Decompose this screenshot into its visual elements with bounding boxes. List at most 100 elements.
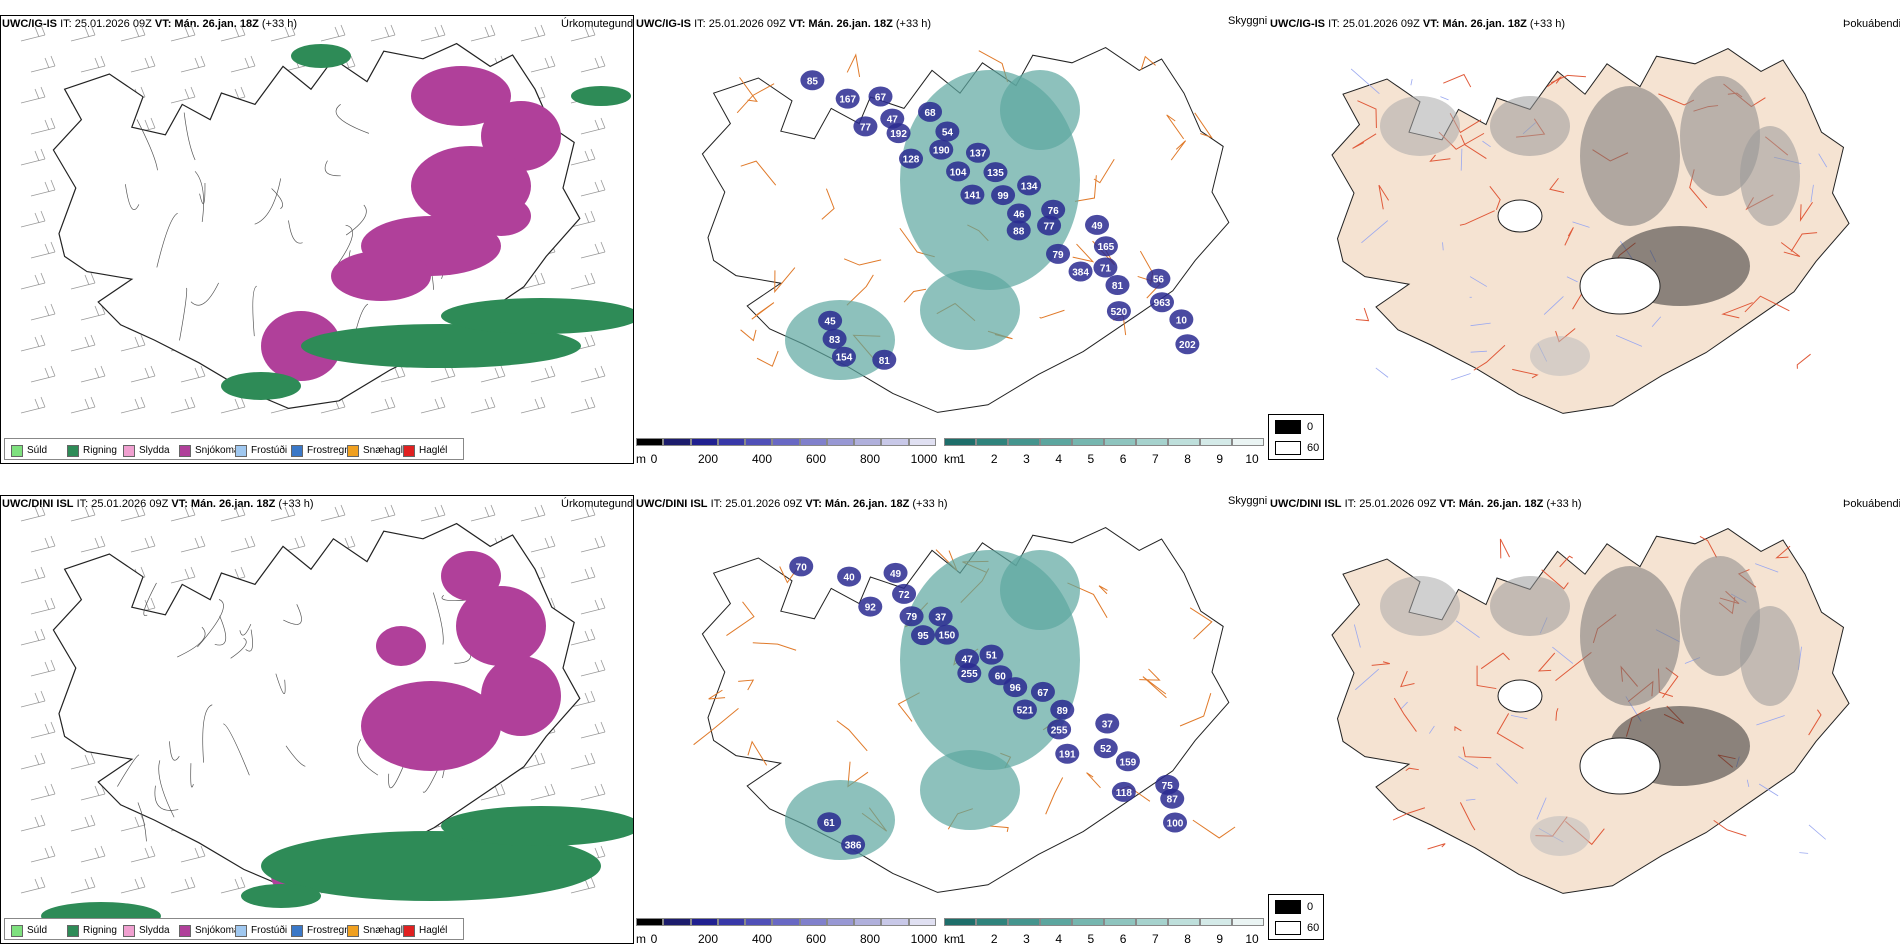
ceiling-peak: 45 (818, 310, 843, 331)
fog-legend-swatch (1275, 441, 1301, 455)
colorbar-tick: 7 (1151, 452, 1159, 466)
colorbar-tick: 5 (1087, 932, 1095, 946)
road (1462, 746, 1492, 759)
wind-barb (120, 814, 146, 832)
ceiling-peak: 135 (983, 162, 1008, 183)
road (1808, 709, 1822, 736)
river (1375, 367, 1389, 378)
colorbar-tick: 2 (990, 452, 998, 466)
ceiling-peak: 154 (831, 346, 856, 367)
road (1371, 661, 1390, 666)
ceiling-peak: 83 (822, 328, 847, 349)
road (1072, 243, 1095, 263)
wind-barb (420, 396, 446, 414)
legend-swatch (123, 925, 135, 937)
ceiling-peak: 89 (1050, 699, 1075, 720)
terrain-line (285, 745, 306, 767)
terrain-line (271, 188, 283, 210)
road (1699, 535, 1717, 558)
fog-index-area (1740, 126, 1800, 226)
wind-barb (220, 876, 246, 894)
colorbar-swatch (717, 918, 746, 926)
colorbar-swatch (1168, 438, 1200, 446)
ceiling-colorbar-1: m 0 200 400 600 800 1000 (636, 438, 937, 468)
road (1045, 777, 1064, 815)
ceiling-peak: 128 (899, 148, 924, 169)
colorbar-tick: 6 (1119, 932, 1127, 946)
ceiling-value: 165 (1098, 242, 1115, 253)
fog-map-svg (1331, 48, 1850, 414)
colorbar-tick: 3 (1023, 452, 1030, 466)
colorbar-swatch (636, 918, 664, 926)
ceiling-peak: 37 (928, 606, 953, 627)
ceiling-peak: 520 (1106, 301, 1131, 322)
wind-barb (20, 876, 46, 894)
ceiling-value: 10 (1176, 315, 1188, 326)
ceiling-value: 85 (807, 76, 819, 87)
river (1400, 701, 1408, 710)
colorbar-swatch (1200, 918, 1232, 926)
ceiling-value: 67 (1037, 688, 1049, 699)
ceiling-value: 134 (1021, 181, 1038, 192)
road (1713, 819, 1747, 837)
wind-barb (520, 24, 546, 42)
terrain-line (432, 592, 444, 645)
river (1552, 646, 1574, 664)
terrain-line (199, 182, 206, 205)
road (751, 302, 775, 320)
colorbar-tick: 200 (697, 452, 719, 466)
colorbar-swatch (908, 438, 936, 446)
wind-barb (180, 55, 206, 73)
terrain-line (156, 212, 178, 268)
ceiling-peak: 134 (1017, 175, 1042, 196)
ceiling-peak: 46 (1007, 203, 1032, 224)
colorbar-swatch (976, 918, 1008, 926)
wind-barb (420, 24, 446, 42)
snow-area (331, 251, 431, 301)
ceiling-header-1: UWC/IG-IS IT: 25.01.2026 09Z VT: Mán. 26… (636, 18, 932, 30)
wind-barb (580, 365, 606, 383)
colorbar-tick: 1 (958, 932, 966, 946)
wind-barb (370, 504, 396, 522)
wind-barb (30, 783, 56, 801)
ceiling-peak: 95 (911, 625, 936, 646)
road (846, 53, 861, 78)
terrain-line (335, 104, 370, 134)
legend-label: Frostúði (251, 445, 288, 456)
terrain-line (190, 763, 194, 788)
colorbar-tick: 0 (650, 452, 658, 466)
wind-barb (370, 24, 396, 42)
wind-barb (480, 783, 506, 801)
ceiling-peak: 165 (1093, 236, 1118, 257)
road (740, 329, 757, 342)
road (1400, 670, 1415, 688)
legend-swatch (67, 445, 79, 457)
ceiling-value: 79 (1052, 250, 1064, 261)
fog-map-1 (1300, 36, 1880, 436)
ceiling-peak: 81 (872, 349, 897, 370)
wind-barb (30, 55, 56, 73)
ceiling-peak: 49 (1085, 214, 1110, 235)
wind-barb (580, 241, 606, 259)
road (1192, 819, 1236, 839)
legend-label: Snæhagl (363, 445, 404, 456)
road (843, 258, 882, 266)
colorbar-tick: 2 (990, 932, 998, 946)
terrain-line (117, 754, 140, 787)
colorbar-swatch (799, 918, 827, 926)
road (1721, 302, 1753, 319)
precip-map-2 (0, 495, 634, 944)
fog-legend-label: 0 (1307, 901, 1314, 913)
terrain-line (254, 178, 282, 225)
colorbar-swatch (1136, 918, 1168, 926)
colorbar-tick: 1 (958, 452, 966, 466)
colorbar-tick: 800 (859, 932, 881, 946)
wind-barb (170, 24, 196, 42)
ceiling-value: 150 (939, 631, 956, 642)
wind-barb (470, 24, 496, 42)
wind-barb (70, 814, 96, 832)
wind-barb (20, 504, 46, 522)
river (1543, 296, 1564, 315)
colorbar-swatch (1008, 438, 1040, 446)
terrain-line (223, 723, 250, 776)
